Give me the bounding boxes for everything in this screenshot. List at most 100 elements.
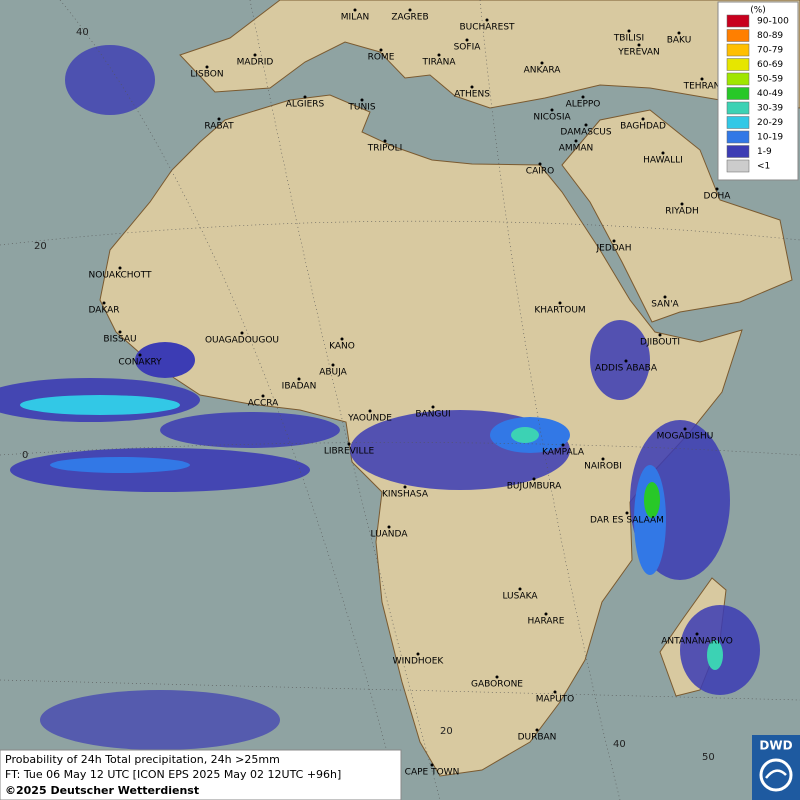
city-dot xyxy=(663,295,667,299)
legend-label: 70-79 xyxy=(757,46,783,56)
legend-swatch xyxy=(726,43,750,57)
city-label: DOHA xyxy=(704,192,732,202)
city-dot xyxy=(360,98,364,102)
city-label: LUANDA xyxy=(371,530,409,540)
arabia xyxy=(561,109,793,323)
city-label: CONAKRY xyxy=(118,358,162,368)
city-dot xyxy=(138,353,142,357)
city-dot xyxy=(683,427,687,431)
footer-line: Probability of 24h Total precipitation, … xyxy=(5,753,280,766)
city-dot xyxy=(331,363,335,367)
city-dot xyxy=(368,409,372,413)
city-label: LUSAKA xyxy=(502,592,538,602)
city-label: BISSAU xyxy=(103,335,136,345)
footer: Probability of 24h Total precipitation, … xyxy=(0,749,402,800)
city-label: TBILISI xyxy=(613,34,644,44)
city-label: DAKAR xyxy=(88,306,119,316)
city-label: ACCRA xyxy=(248,399,279,409)
precip-area xyxy=(40,690,280,750)
legend-label: 20-29 xyxy=(757,118,783,128)
graticule-label: 0 xyxy=(22,450,28,461)
legend: (%) 90-100 80-89 70-79 60-69 50-59 40-49 30-39… xyxy=(717,1,799,181)
city-dot xyxy=(538,162,542,166)
city-dot xyxy=(353,8,357,12)
city-label: TEHRAN xyxy=(683,82,721,92)
city-dot xyxy=(347,442,351,446)
legend-label: 60-69 xyxy=(757,60,783,70)
city-label: BUJUMBURA xyxy=(507,482,562,492)
legend-swatch xyxy=(726,116,750,129)
city-label: MADRID xyxy=(237,58,274,68)
city-label: BANGUI xyxy=(415,410,450,420)
city-label: ABUJA xyxy=(319,368,347,378)
city-label: ADDIS ABABA xyxy=(595,364,658,374)
graticule-label: 40 xyxy=(613,739,626,750)
city-dot xyxy=(261,394,265,398)
city-dot xyxy=(303,95,307,99)
city-label: CAPE TOWN xyxy=(405,768,460,778)
city-dot xyxy=(677,31,681,35)
city-label: SAN'A xyxy=(651,300,679,310)
logo-text: DWD xyxy=(759,739,792,753)
city-dot xyxy=(387,525,391,529)
city-dot xyxy=(532,477,536,481)
city-label: ZAGREB xyxy=(391,13,428,23)
graticule-label: 20 xyxy=(34,241,47,252)
legend-swatch xyxy=(726,130,750,144)
footer-box xyxy=(0,749,402,800)
city-dot xyxy=(700,77,704,81)
city-dot xyxy=(584,123,588,127)
logo-symbol xyxy=(765,769,787,779)
city-dot xyxy=(624,359,628,363)
city-dot xyxy=(637,43,641,47)
city-label: TIRANA xyxy=(421,58,456,68)
city-dot xyxy=(680,202,684,206)
parallel xyxy=(0,442,800,456)
city-label: WINDHOEK xyxy=(393,657,445,667)
legend-swatch xyxy=(726,14,750,28)
europe xyxy=(179,0,800,109)
city-label: DURBAN xyxy=(518,733,557,743)
legend-label: 40-49 xyxy=(757,89,783,99)
legend-swatch xyxy=(726,72,750,86)
city-label: MILAN xyxy=(341,13,370,23)
city-dot xyxy=(641,117,645,121)
city-dot xyxy=(102,301,106,305)
city-dot xyxy=(383,139,387,143)
city-dot xyxy=(661,151,665,155)
city-label: LIBREVILLE xyxy=(324,447,375,457)
labels: MILAN ZAGREB BUCHAREST SOFIA ROME TIRANA ANKAR… xyxy=(22,8,733,778)
city-label: DAMASCUS xyxy=(560,128,611,138)
city-dot xyxy=(612,239,616,243)
city-dot xyxy=(240,331,244,335)
city-label: KANO xyxy=(329,342,355,352)
precip-area xyxy=(65,45,155,115)
city-label: TUNIS xyxy=(347,103,375,113)
city-dot xyxy=(695,632,699,636)
graticule-label: 20 xyxy=(440,726,453,737)
precip-area xyxy=(50,457,190,473)
city-label: IBADAN xyxy=(282,382,317,392)
city-dot xyxy=(118,330,122,334)
city-dot xyxy=(205,65,209,69)
precip-area xyxy=(135,342,195,378)
city-label: NOUAKCHOTT xyxy=(89,271,152,281)
precip-area xyxy=(644,482,660,518)
legend-label: 1-9 xyxy=(757,147,772,157)
city-label: ATHENS xyxy=(454,90,490,100)
city-label: KHARTOUM xyxy=(534,306,585,316)
city-label: AMMAN xyxy=(559,144,594,154)
city-dot xyxy=(627,29,631,33)
city-label: OUAGADOUGOU xyxy=(205,336,279,346)
city-dot xyxy=(485,18,489,22)
legend-label: 30-39 xyxy=(757,104,783,114)
legend-label: <1 xyxy=(757,162,770,172)
city-dot xyxy=(431,405,435,409)
city-label: NAIROBI xyxy=(584,462,622,472)
city-label: TRIPOLI xyxy=(367,144,403,154)
legend-swatch xyxy=(726,145,750,158)
city-dot xyxy=(544,612,548,616)
city-label: ANTANANARIVO xyxy=(661,637,733,647)
city-dot xyxy=(625,511,629,515)
